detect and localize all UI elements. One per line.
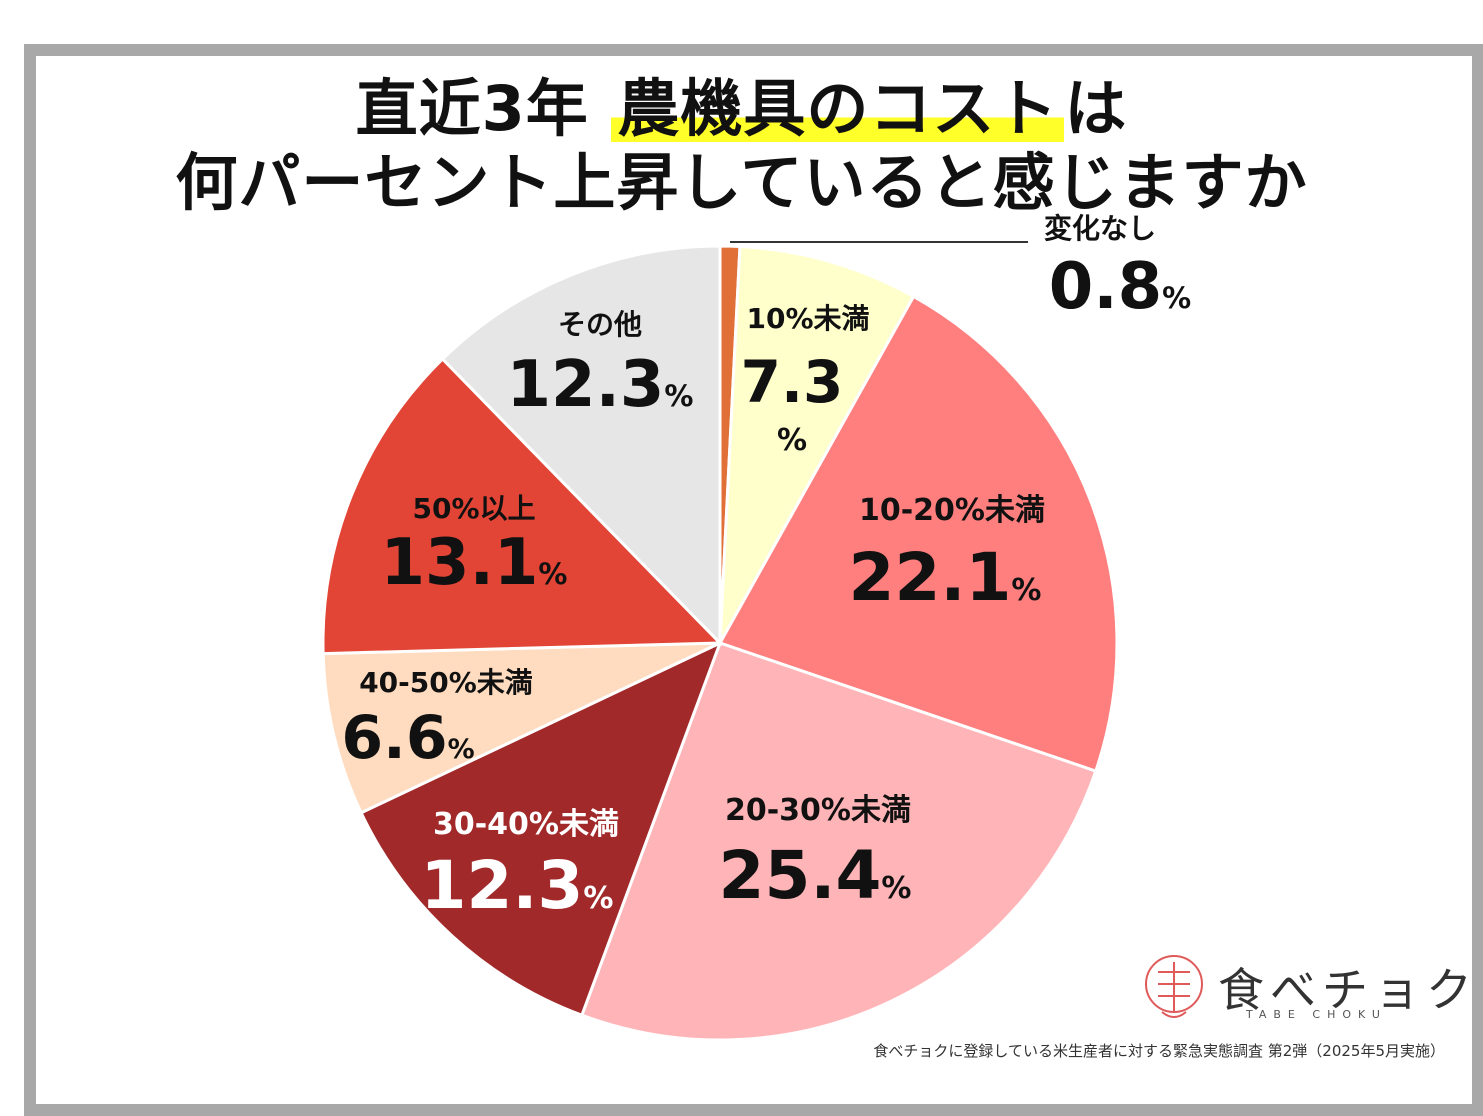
slice-category-label: その他 <box>558 308 642 341</box>
slice-value-label: 25.4% <box>719 837 912 914</box>
slice-category-label: 50%以上 <box>412 492 535 525</box>
pie-slice <box>440 244 722 647</box>
slice-category-label: 20-30%未満 <box>725 793 911 828</box>
slice-value-label: 22.1% <box>849 539 1042 616</box>
slice-value-label: 6.6% <box>341 703 474 773</box>
slice-value-label: 13.1% <box>381 526 568 600</box>
chart-title-line2: 何パーセント上昇していると感じますか <box>175 146 1308 219</box>
slice-value-suffix: % <box>777 423 807 458</box>
slice-category-label: 10-20%未満 <box>859 493 1045 528</box>
tabechoku-logo <box>1145 955 1203 1018</box>
title-highlight: 農機具のコスト <box>611 72 1065 145</box>
pie-slice <box>359 640 723 1018</box>
slice-category-label: 10%未満 <box>746 302 869 335</box>
pie-slice <box>579 641 1098 1042</box>
logo-subtext: TABE CHOKU <box>1246 1008 1387 1021</box>
title-prefix: 直近3年 <box>355 72 612 145</box>
logo-text: 食べチョク <box>1218 963 1478 1017</box>
chart-title-line1: 直近3年 農機具のコストは <box>0 58 1483 148</box>
title-suffix: は <box>1064 72 1128 145</box>
pie-slice <box>717 294 1119 774</box>
slice-category-label: 30-40%未満 <box>433 807 619 842</box>
slice-value-label: 12.3% <box>421 847 614 924</box>
source-note: 食べチョクに登録している米生産者に対する緊急実態調査 第2弾（2025年5月実施… <box>873 1042 1445 1060</box>
logo-mark-icon <box>1145 955 1203 1018</box>
pie-slice <box>321 641 721 815</box>
slice-category-label: 40-50%未満 <box>359 666 533 699</box>
slice-value-label: 12.3% <box>507 348 694 422</box>
pie-slice <box>321 356 724 656</box>
slice-value-label: 0.8% <box>1049 250 1191 324</box>
slice-category-label: 変化なし <box>1044 212 1156 245</box>
pie-slice <box>718 244 916 644</box>
slice-value-label: 7.3 <box>741 348 844 416</box>
